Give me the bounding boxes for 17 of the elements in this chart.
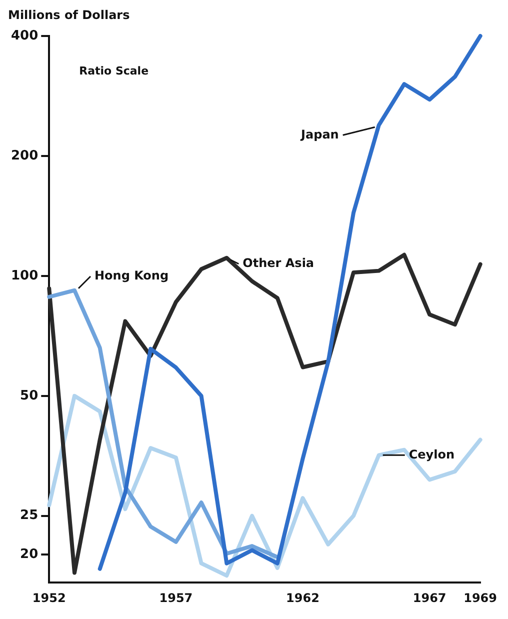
x-tick-label: 1952 [32,590,66,605]
annotation: Ratio Scale [79,64,149,78]
x-tick-label: 1969 [464,590,498,605]
series-label: Other Asia [242,256,314,270]
y-tick-label: 20 [20,546,38,562]
x-tick-label: 1957 [159,590,193,605]
y-tick-label: 25 [20,508,38,524]
y-tick-label: 200 [10,148,38,164]
series-label: Hong Kong [94,268,169,282]
y-axis-title: Millions of Dollars [8,8,131,24]
x-tick-label: 1962 [286,590,320,605]
y-tick-label: 400 [10,28,38,44]
series-label: Ceylon [408,447,455,462]
y-tick-label: 100 [10,268,38,284]
x-tick-label: 1967 [412,590,446,605]
y-tick-label: 50 [20,388,38,404]
text: Japan [300,127,339,142]
